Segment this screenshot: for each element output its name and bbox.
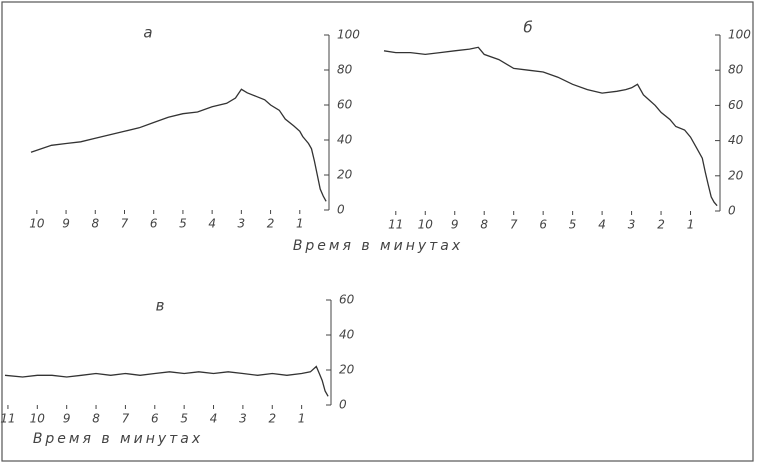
x-tick-label: 10 — [418, 218, 434, 232]
x-tick-label: 1 — [296, 217, 304, 231]
x-tick-label: 2 — [268, 412, 276, 426]
x-tick-label: 9 — [62, 217, 70, 231]
x-tick-label: 4 — [208, 217, 216, 231]
x-tick-label: 11 — [0, 412, 15, 426]
x-axis-label: Время в минутах — [33, 431, 203, 447]
y-tick-label: 100 — [337, 28, 360, 42]
panel-label: а — [143, 24, 152, 42]
x-tick-label: 2 — [267, 217, 275, 231]
x-tick-label: 4 — [598, 218, 606, 232]
x-tick-label: 10 — [29, 217, 45, 231]
x-tick-label: 7 — [121, 217, 129, 231]
y-tick-label: 20 — [337, 168, 353, 182]
x-tick-label: 6 — [150, 217, 158, 231]
data-line — [30, 88, 327, 202]
x-tick-label: 10 — [30, 412, 46, 426]
y-tick-label: 40 — [339, 328, 355, 342]
x-tick-label: 5 — [180, 412, 188, 426]
x-tick-label: 2 — [657, 218, 665, 232]
y-tick-label: 0 — [337, 203, 345, 217]
x-tick-label: 3 — [239, 412, 247, 426]
x-tick-label: 1 — [687, 218, 695, 232]
frame — [1, 1, 754, 462]
x-tick-label: 5 — [569, 218, 577, 232]
y-tick-label: 100 — [728, 28, 751, 42]
x-tick-label: 8 — [480, 218, 488, 232]
x-axis-label: Время в минутах — [293, 238, 463, 254]
y-tick-label: 20 — [728, 168, 744, 182]
data-line — [383, 46, 718, 207]
x-tick-label: 3 — [628, 218, 636, 232]
y-tick-label: 0 — [728, 204, 736, 218]
x-tick-label: 9 — [451, 218, 459, 232]
x-tick-label: 9 — [63, 412, 71, 426]
y-tick-label: 60 — [337, 98, 353, 112]
x-tick-label: 5 — [179, 217, 187, 231]
y-tick-label: 40 — [337, 133, 353, 147]
x-tick-label: 7 — [122, 412, 130, 426]
y-tick-label: 60 — [728, 98, 744, 112]
x-tick-label: 8 — [92, 412, 100, 426]
x-tick-label: 8 — [91, 217, 99, 231]
x-tick-label: 6 — [539, 218, 547, 232]
x-tick-label: 4 — [210, 412, 218, 426]
y-tick-label: 60 — [339, 293, 355, 307]
y-tick-label: 0 — [339, 398, 347, 412]
data-line — [4, 365, 329, 397]
y-tick-label: 40 — [728, 133, 744, 147]
x-tick-label: 6 — [151, 412, 159, 426]
x-tick-label: 1 — [298, 412, 306, 426]
x-tick-label: 3 — [238, 217, 246, 231]
panel-label: б — [523, 19, 532, 37]
x-tick-label: 7 — [510, 218, 518, 232]
panel-label: в — [156, 297, 165, 315]
y-tick-label: 20 — [339, 363, 355, 377]
y-tick-label: 80 — [337, 63, 353, 77]
y-tick-label: 80 — [728, 63, 744, 77]
x-tick-label: 11 — [388, 218, 403, 232]
